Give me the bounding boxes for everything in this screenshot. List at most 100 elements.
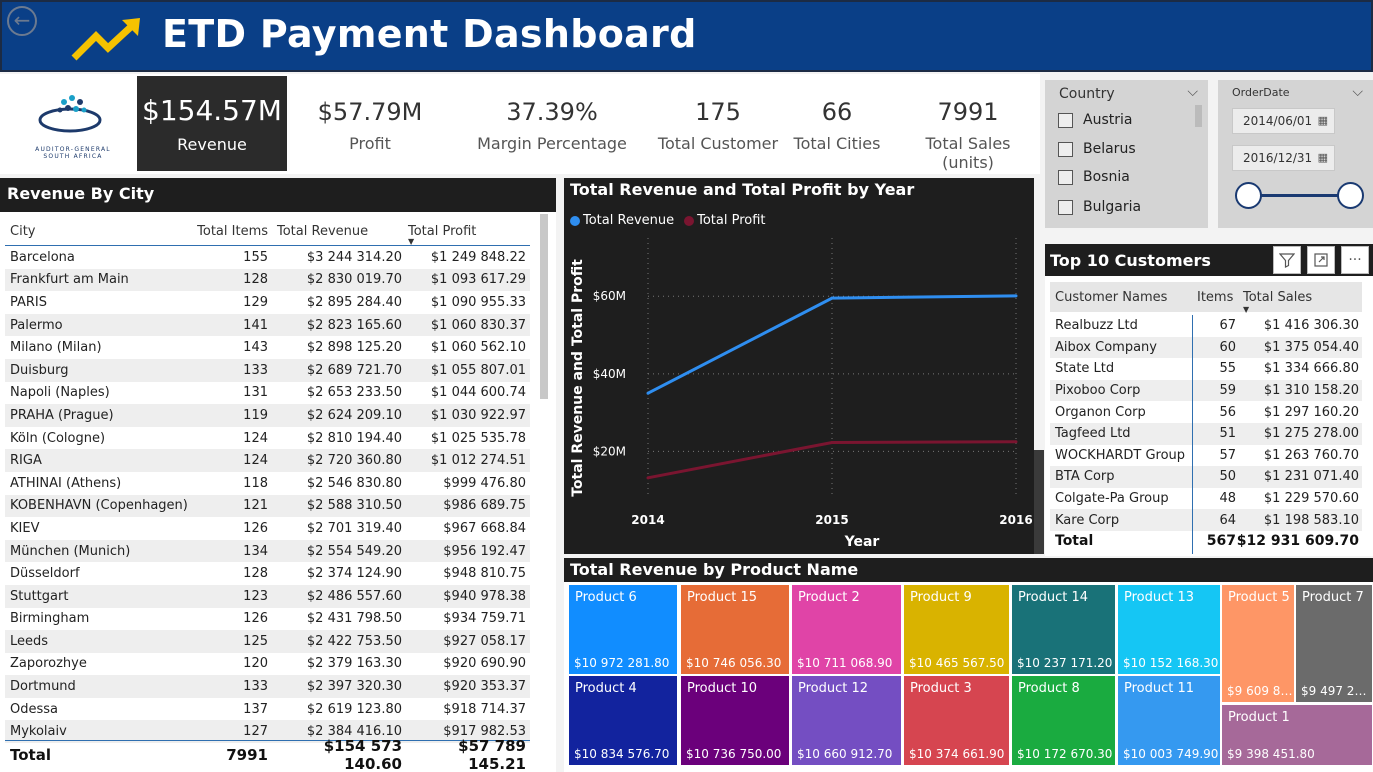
table-row[interactable]: Aibox Company 60 $1 375 054.40 [1050, 336, 1362, 359]
table-row[interactable]: Frankfurt am Main 128 $2 830 019.70 $1 093 … [5, 268, 530, 292]
treemap-tile[interactable]: Product 3 $10 374 661.90 [903, 675, 1010, 766]
table-row[interactable]: Colgate-Pa Group 48 $1 229 570.60 [1050, 487, 1362, 510]
table-row[interactable]: ATHINAI (Athens) 118 $2 546 830.80 $999 476… [5, 472, 530, 495]
treemap-tile[interactable]: Product 11 $10 003 749.90 [1117, 675, 1221, 766]
customer-name-cell: Realbuzz Ltd [1050, 315, 1193, 337]
table-row[interactable]: KOBENHAVN (Copenhagen) 121 $2 588 310.50 $9… [5, 494, 530, 518]
column-header-total-profit[interactable]: Total Profit ▼ [402, 224, 530, 246]
table-row[interactable]: Dortmund 133 $2 397 320.30 $920 353.37 [5, 675, 530, 698]
country-item-bosnia[interactable]: Bosnia [1058, 165, 1130, 189]
treemap-tile[interactable]: Product 8 $10 172 670.30 [1011, 675, 1116, 766]
focus-mode-icon[interactable] [1307, 246, 1335, 274]
more-options-icon[interactable]: ··· [1341, 246, 1369, 274]
column-header-customer-names[interactable]: Customer Names [1055, 289, 1168, 305]
table-row[interactable]: Palermo 141 $2 823 165.60 $1 060 830.37 [5, 313, 530, 337]
chevron-down-icon[interactable]: ⌵ [1187, 84, 1198, 100]
end-date-input[interactable]: 2016/12/31 ▦ [1232, 145, 1335, 171]
kpi-profit-card[interactable]: $57.79M Profit [300, 76, 440, 171]
calendar-icon[interactable]: ▦ [1317, 114, 1328, 127]
table-row[interactable]: Kare Corp 64 $1 198 583.10 [1050, 509, 1362, 531]
column-header-total-items[interactable]: Total Items [197, 224, 268, 239]
treemap-tile[interactable]: Product 12 $10 660 912.70 [791, 675, 902, 766]
date-slider-end-handle[interactable] [1337, 182, 1364, 209]
treemap-tile[interactable]: Product 4 $10 834 576.70 [568, 675, 678, 766]
x-axis-label: Year [844, 534, 880, 550]
treemap-tile[interactable]: Product 10 $10 736 750.00 [680, 675, 790, 766]
table-row[interactable]: Barcelona 155 $3 244 314.20 $1 249 848.22 [5, 246, 530, 269]
country-item-belarus[interactable]: Belarus [1058, 137, 1136, 161]
table-row[interactable]: BTA Corp 50 $1 231 071.40 [1050, 466, 1362, 488]
table-row[interactable]: Stuttgart 123 $2 486 557.60 $940 978.38 [5, 584, 530, 608]
city-table-scrollbar[interactable] [540, 214, 548, 399]
country-item-bulgaria[interactable]: Bulgaria [1058, 195, 1141, 219]
table-row[interactable]: PARIS 129 $2 895 284.40 $1 090 955.33 [5, 291, 530, 314]
date-slider-track[interactable] [1248, 194, 1352, 197]
back-arrow-icon[interactable]: ← [7, 6, 37, 36]
table-row[interactable]: Milano (Milan) 143 $2 898 125.20 $1 060 562… [5, 336, 530, 359]
treemap-tile[interactable]: Product 7 $9 497 2… [1295, 584, 1373, 703]
treemap-tile[interactable]: Product 6 $10 972 281.80 [568, 584, 678, 675]
column-header-total-sales[interactable]: Total Sales ▼ [1240, 290, 1362, 314]
table-row[interactable]: Tagfeed Ltd 51 $1 275 278.00 [1050, 422, 1362, 445]
table-row[interactable]: Organon Corp 56 $1 297 160.20 [1050, 401, 1362, 423]
table-row[interactable]: PRAHA (Prague) 119 $2 624 209.10 $1 030 922… [5, 404, 530, 427]
table-row[interactable]: Mykolaiv 127 $2 384 416.10 $917 982.53 [5, 720, 530, 744]
table-row[interactable]: KIEV 126 $2 701 319.40 $967 668.84 [5, 517, 530, 540]
table-row[interactable]: WOCKHARDT Group 57 $1 263 760.70 [1050, 444, 1362, 467]
table-row[interactable]: München (Munich) 134 $2 554 549.20 $956 192… [5, 539, 530, 563]
table-row[interactable]: Odessa 137 $2 619 123.80 $918 714.37 [5, 698, 530, 721]
checkbox-icon[interactable] [1058, 141, 1073, 157]
chevron-down-icon[interactable]: ⌵ [1352, 84, 1363, 100]
table-row[interactable]: Pixoboo Corp 59 $1 310 158.20 [1050, 379, 1362, 402]
date-slider-start-handle[interactable] [1235, 182, 1262, 209]
treemap-tile[interactable]: Product 13 $10 152 168.30 [1117, 584, 1221, 675]
table-row[interactable]: Duisburg 133 $2 689 721.70 $1 055 807.01 [5, 358, 530, 382]
kpi-cities-card[interactable]: 66 Total Cities [790, 76, 884, 171]
table-row[interactable]: RIGA 124 $2 720 360.80 $1 012 274.51 [5, 449, 530, 472]
tile-product-name: Product 1 [1228, 710, 1290, 725]
y-tick-label: $20M [593, 444, 626, 458]
treemap-tile[interactable]: Product 14 $10 237 171.20 [1011, 584, 1116, 675]
checkbox-icon[interactable] [1058, 112, 1073, 128]
column-header-city[interactable]: City [10, 224, 36, 239]
items-cell: 64 [1219, 512, 1236, 528]
country-label: Austria [1083, 112, 1133, 128]
table-row[interactable]: Napoli (Naples) 131 $2 653 233.50 $1 044 60… [5, 382, 530, 405]
revenue-cell: $2 379 163.30 [306, 656, 402, 672]
date-slicer: OrderDate ⌵ 2014/06/01 ▦ 2016/12/31 ▦ [1218, 80, 1373, 228]
city-cell: Köln (Cologne) [10, 430, 106, 446]
country-scrollbar[interactable] [1195, 105, 1202, 127]
table-row[interactable]: Düsseldorf 128 $2 374 124.90 $948 810.75 [5, 562, 530, 585]
country-item-austria[interactable]: Austria [1058, 108, 1132, 132]
table-row[interactable]: Realbuzz Ltd 67 $1 416 306.30 [1050, 315, 1362, 337]
kpi-revenue-card[interactable]: $154.57M Revenue [137, 76, 287, 171]
trend-up-icon [71, 18, 140, 61]
customer-name-cell: BTA Corp [1050, 466, 1193, 488]
kpi-customers-card[interactable]: 175 Total Customer [655, 76, 781, 171]
treemap-tile[interactable]: Product 1 $9 398 451.80 [1221, 704, 1373, 766]
table-row[interactable]: Zaporozhye 120 $2 379 163.30 $920 690.90 [5, 653, 530, 676]
table-row[interactable]: Leeds 125 $2 422 753.50 $927 058.17 [5, 630, 530, 653]
country-label: Bosnia [1083, 169, 1130, 185]
treemap-tile[interactable]: Product 9 $10 465 567.50 [903, 584, 1010, 675]
table-row[interactable]: State Ltd 55 $1 334 666.80 [1050, 358, 1362, 380]
calendar-icon[interactable]: ▦ [1317, 151, 1328, 164]
column-header-total-revenue[interactable]: Total Revenue [277, 224, 369, 239]
legend-label-profit[interactable]: Total Profit [697, 213, 766, 228]
filter-icon[interactable] [1273, 246, 1301, 274]
kpi-margin-card[interactable]: 37.39% Margin Percentage [472, 76, 632, 171]
treemap-tile[interactable]: Product 5 $9 609 8… [1221, 584, 1295, 703]
treemap-tile[interactable]: Product 15 $10 746 056.30 [680, 584, 790, 675]
checkbox-icon[interactable] [1058, 169, 1073, 185]
table-row[interactable]: Köln (Cologne) 124 $2 810 194.40 $1 025 535… [5, 427, 530, 450]
kpi-sales-card[interactable]: 7991 Total Sales (units) [898, 76, 1038, 172]
treemap-tile[interactable]: Product 2 $10 711 068.90 [791, 584, 902, 675]
table-row[interactable]: Birmingham 126 $2 431 798.50 $934 759.71 [5, 608, 530, 631]
kpi-revenue-value: $154.57M [142, 94, 282, 127]
legend-label-revenue[interactable]: Total Revenue [583, 213, 675, 228]
column-header-items[interactable]: Items [1197, 289, 1234, 305]
start-date-input[interactable]: 2014/06/01 ▦ [1232, 108, 1335, 134]
checkbox-icon[interactable] [1058, 199, 1073, 215]
city-cell: Odessa [10, 701, 58, 717]
